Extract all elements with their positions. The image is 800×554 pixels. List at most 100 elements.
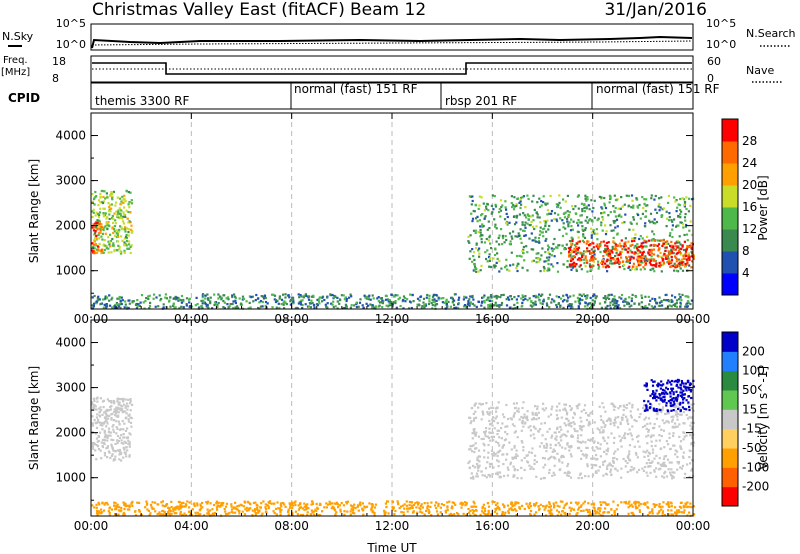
- data-cell: [526, 214, 529, 217]
- data-cell: [128, 504, 131, 507]
- data-cell: [676, 264, 679, 267]
- data-cell: [92, 246, 95, 249]
- data-cell: [294, 500, 297, 503]
- data-cell: [548, 456, 551, 460]
- data-cell: [550, 212, 553, 215]
- data-cell: [675, 299, 679, 302]
- data-cell: [110, 251, 113, 254]
- data-cell: [273, 512, 276, 515]
- data-cell: [97, 216, 100, 219]
- data-cell: [517, 295, 520, 298]
- data-cell: [516, 269, 519, 273]
- data-cell: [312, 294, 315, 297]
- data-cell: [331, 505, 334, 508]
- data-cell: [622, 299, 626, 302]
- data-cell: [472, 464, 475, 467]
- data-cell: [655, 389, 658, 392]
- data-cell: [617, 215, 620, 218]
- data-cell: [494, 247, 497, 250]
- data-cell: [635, 265, 638, 268]
- data-cell: [691, 436, 694, 440]
- colorbar-tick-label: 20: [742, 178, 757, 192]
- data-cell: [524, 295, 527, 298]
- data-cell: [496, 459, 499, 462]
- data-cell: [240, 504, 243, 507]
- data-cell: [119, 250, 122, 254]
- data-cell: [481, 507, 484, 510]
- data-cell: [449, 305, 452, 308]
- data-cell: [652, 233, 656, 236]
- data-cell: [371, 509, 374, 512]
- data-cell: [435, 303, 439, 306]
- nsky-right-tick-top: 10^5: [706, 17, 736, 30]
- data-cell: [529, 215, 532, 218]
- data-cell: [613, 295, 616, 298]
- data-cell: [283, 503, 286, 506]
- data-cell: [601, 402, 604, 405]
- data-cell: [147, 297, 150, 300]
- data-cell: [454, 503, 457, 506]
- beam-label: Beam 12: [350, 0, 426, 20]
- data-cell: [463, 295, 466, 298]
- data-cell: [407, 307, 411, 310]
- data-cell: [593, 457, 596, 460]
- colorbar-swatch: [722, 390, 738, 410]
- data-cell: [480, 403, 483, 406]
- data-cell: [644, 240, 647, 244]
- data-cell: [182, 300, 185, 303]
- data-cell: [222, 502, 225, 505]
- data-cell: [675, 260, 678, 263]
- data-cell: [684, 219, 687, 222]
- data-cell: [423, 306, 426, 309]
- data-cell: [612, 460, 615, 463]
- data-cell: [602, 218, 605, 221]
- data-cell: [297, 302, 300, 305]
- data-cell: [569, 509, 572, 512]
- data-cell: [522, 296, 525, 299]
- data-cell: [661, 214, 664, 217]
- data-cell: [624, 297, 627, 300]
- data-cell: [478, 402, 481, 405]
- data-cell: [607, 447, 610, 450]
- data-cell: [397, 503, 400, 506]
- data-cell: [248, 295, 251, 298]
- data-cell: [104, 502, 107, 505]
- data-cell: [128, 441, 131, 444]
- data-cell: [471, 450, 474, 453]
- data-cell: [313, 306, 316, 309]
- data-cell: [130, 230, 134, 233]
- data-cell: [670, 255, 673, 259]
- data-cell: [675, 384, 678, 387]
- data-cell: [572, 261, 576, 264]
- data-cell: [350, 304, 353, 307]
- data-cell: [628, 265, 631, 268]
- data-cell: [580, 457, 583, 460]
- data-cell: [573, 247, 576, 250]
- data-cell: [114, 219, 117, 222]
- data-cell: [185, 297, 189, 300]
- data-cell: [684, 253, 687, 256]
- data-cell: [116, 240, 120, 243]
- data-cell: [686, 263, 689, 266]
- data-cell: [196, 502, 199, 505]
- data-cell: [690, 396, 693, 400]
- data-cell: [557, 203, 560, 206]
- data-cell: [118, 428, 121, 431]
- data-cell: [157, 503, 160, 506]
- data-cell: [297, 508, 300, 511]
- data-cell: [657, 255, 660, 258]
- data-cell: [583, 454, 586, 457]
- data-cell: [686, 239, 689, 242]
- data-cell: [126, 504, 129, 507]
- data-cell: [685, 389, 688, 392]
- data-cell: [137, 303, 140, 306]
- data-cell: [568, 471, 571, 474]
- data-cell: [121, 411, 124, 414]
- data-cell: [567, 474, 570, 477]
- data-cell: [538, 293, 541, 296]
- data-cell: [670, 259, 674, 262]
- data-cell: [444, 300, 447, 303]
- data-cell: [213, 303, 216, 307]
- data-cell: [245, 506, 248, 509]
- data-cell: [552, 502, 555, 505]
